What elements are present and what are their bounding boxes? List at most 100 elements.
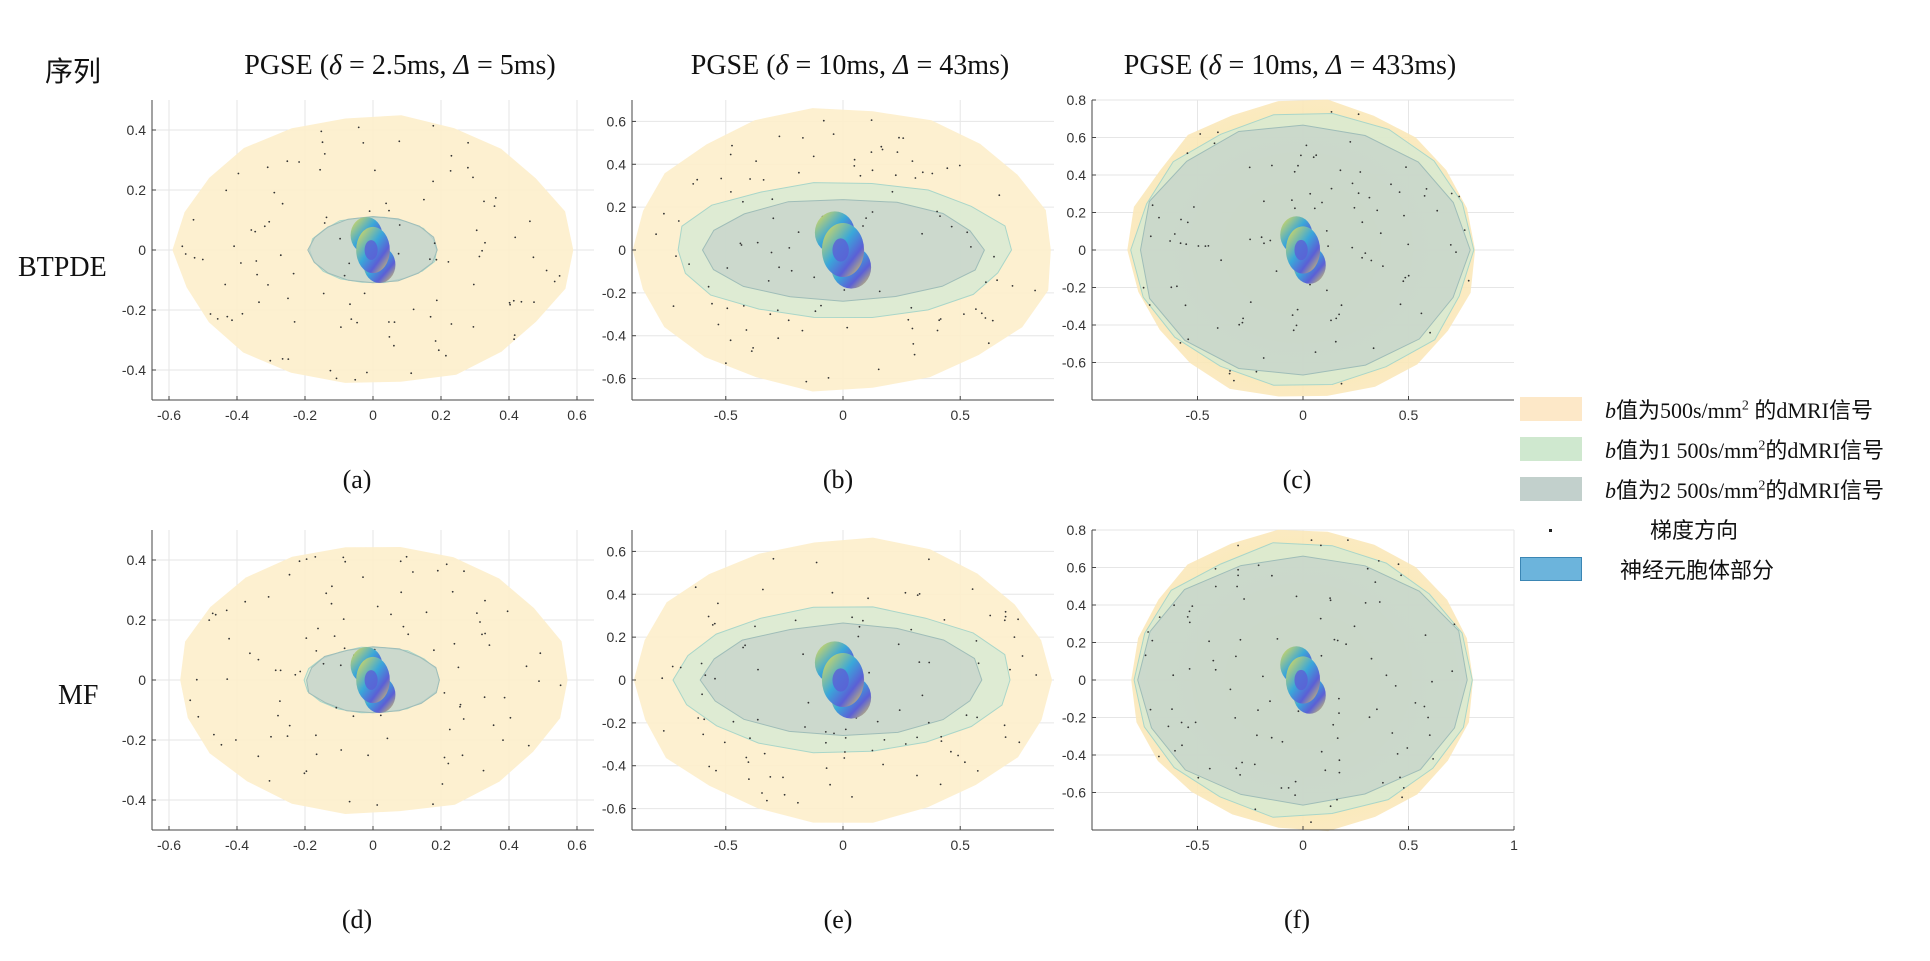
gradient-direction-point (1453, 623, 1456, 626)
gradient-direction-point (996, 279, 998, 282)
gradient-direction-point (1370, 657, 1373, 660)
gradient-direction-point (340, 326, 342, 328)
x-tick-label: -0.6 (157, 837, 181, 853)
column-header-1: PGSE (δ = 2.5ms, Δ = 5ms) (244, 50, 556, 82)
y-tick-label: -0.6 (602, 371, 626, 387)
gradient-direction-point (405, 555, 408, 558)
gradient-direction-point (1194, 721, 1197, 724)
gradient-direction-point (1142, 286, 1145, 289)
gradient-direction-point (921, 694, 924, 697)
gradient-direction-point (832, 133, 835, 135)
gradient-direction-point (822, 119, 825, 122)
gradient-direction-point (553, 280, 556, 283)
gradient-direction-point (797, 231, 800, 234)
gradient-direction-point (844, 737, 847, 739)
x-tick-label: 0.5 (1399, 407, 1419, 423)
gradient-direction-point (1147, 631, 1149, 633)
gradient-direction-point (1359, 171, 1362, 173)
gradient-direction-point (752, 347, 754, 349)
gradient-direction-point (512, 299, 515, 302)
gradient-direction-point (1184, 304, 1187, 307)
legend-sup: 2 (1758, 438, 1766, 454)
gradient-direction-point (711, 624, 714, 626)
col-header-delta-value: = 10ms, (788, 50, 894, 81)
gradient-direction-point (1315, 154, 1318, 157)
gradient-direction-point (1405, 166, 1407, 168)
gradient-direction-point (912, 343, 915, 345)
gradient-direction-point (1294, 794, 1296, 796)
gradient-direction-point (1320, 544, 1322, 547)
gradient-direction-point (514, 236, 517, 239)
gradient-direction-point (1404, 276, 1407, 279)
x-tick-label: 0 (1299, 407, 1307, 423)
gradient-direction-point (998, 194, 1001, 197)
gradient-direction-point (742, 646, 744, 649)
chart-panel-b: -0.5 0 0.5 -0.6 -0.4 -0.2 0 0.2 0.4 0.6 (602, 100, 1054, 423)
gradient-direction-point (1423, 705, 1426, 708)
legend-swatch-neuron-soma (1520, 557, 1582, 581)
gradient-direction-point (184, 253, 187, 255)
gradient-direction-point (975, 308, 977, 310)
gradient-direction-point (1220, 259, 1222, 262)
column-header-2: PGSE (δ = 10ms, Δ = 43ms) (691, 50, 1010, 82)
gradient-direction-point (1321, 201, 1323, 204)
x-tick-label: 0 (839, 407, 847, 423)
gradient-direction-point (441, 783, 444, 785)
gradient-direction-point (991, 319, 994, 322)
gradient-direction-point (815, 561, 818, 564)
gradient-direction-point (315, 650, 318, 652)
gradient-direction-point (484, 632, 486, 635)
gradient-direction-point (267, 284, 269, 286)
x-tick-label: -0.6 (157, 407, 181, 423)
gradient-direction-point (881, 148, 884, 151)
gradient-direction-point (1009, 668, 1011, 671)
gradient-direction-point (1188, 610, 1191, 613)
gradient-direction-point (798, 171, 800, 174)
gradient-direction-point (707, 615, 710, 618)
gradient-direction-point (445, 354, 447, 357)
y-tick-label: 0.8 (1067, 92, 1087, 108)
gradient-direction-point (398, 224, 401, 226)
gradient-direction-point (449, 170, 452, 172)
gradient-direction-point (989, 614, 992, 617)
gradient-direction-point (931, 172, 934, 175)
gradient-direction-point (1364, 252, 1367, 255)
gradient-direction-point (697, 717, 700, 719)
gradient-direction-point (1423, 195, 1426, 197)
gradient-direction-point (749, 178, 751, 180)
gradient-direction-point (509, 303, 511, 306)
gradient-direction-point (1310, 539, 1313, 541)
gradient-direction-point (467, 166, 469, 169)
gradient-direction-point (348, 262, 351, 265)
gradient-direction-point (322, 292, 325, 295)
gradient-direction-point (1399, 776, 1401, 779)
gradient-direction-point (772, 557, 775, 560)
col-header-delta-value: = 2.5ms, (342, 50, 454, 81)
gradient-direction-point (868, 671, 870, 674)
gradient-direction-point (475, 229, 478, 232)
gradient-direction-point (1239, 774, 1241, 776)
gradient-direction-point (459, 705, 461, 708)
legend-entry-b500: b值为500s/mm2 的dMRI信号 (1605, 393, 1873, 425)
neuron-soma (1280, 216, 1326, 284)
gradient-direction-point (1173, 604, 1175, 607)
gradient-direction-point (1253, 763, 1256, 766)
gradient-direction-point (977, 662, 980, 665)
gradient-direction-point (831, 591, 834, 594)
gradient-direction-point (938, 319, 941, 322)
row-label-btpde: BTPDE (18, 252, 107, 283)
gradient-direction-point (865, 217, 867, 219)
gradient-direction-point (726, 267, 729, 269)
gradient-direction-point (509, 716, 512, 719)
gradient-direction-point (286, 735, 289, 737)
gradient-direction-point (1401, 796, 1403, 799)
gradient-direction-point (701, 693, 703, 696)
gradient-direction-point (1269, 700, 1271, 703)
gradient-direction-point (201, 258, 204, 261)
gradient-direction-point (1204, 245, 1207, 248)
gradient-direction-point (714, 677, 716, 680)
gradient-direction-point (319, 168, 321, 171)
legend-sup: 2 (1741, 398, 1749, 414)
gradient-direction-point (273, 191, 276, 194)
y-tick-label: -0.4 (602, 758, 626, 774)
